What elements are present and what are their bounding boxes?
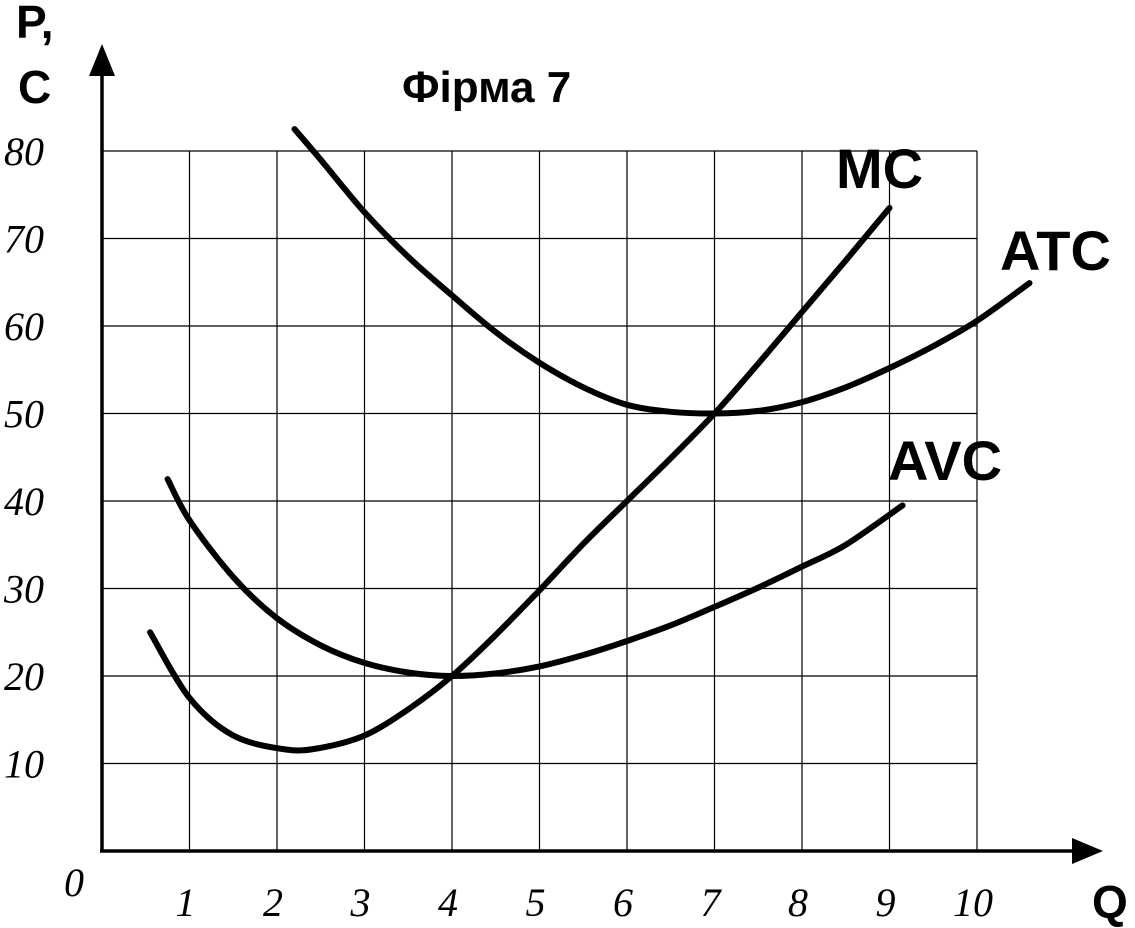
x-tick-label: 8 [788,880,808,925]
x-axis-arrow [1072,838,1103,864]
y-tick-label: 40 [4,479,44,524]
series-label-avc: AVC [888,429,1002,492]
y-tick-label: 60 [4,304,44,349]
origin-label: 0 [64,860,84,905]
y-tick-label: 80 [4,129,44,174]
x-tick-label: 2 [263,880,283,925]
y-axis-label-line1: P, [16,0,54,48]
y-axis-arrow [89,44,115,76]
chart-title: Фірма 7 [402,63,571,112]
y-tick-label: 30 [3,567,44,612]
series-line-atc [291,126,1033,417]
series-line-avc [164,476,906,680]
x-tick-label: 5 [526,880,546,925]
y-axis-label-line2: C [18,61,51,113]
x-tick-label: 9 [876,880,896,925]
series-label-mc: MC [836,137,923,200]
series-line-mc [147,204,893,754]
x-tick-label: 6 [613,880,633,925]
x-tick-label: 3 [350,880,371,925]
y-tick-label: 20 [4,654,44,699]
series-label-atc: ATC [1000,219,1111,282]
x-tick-label: 1 [176,880,196,925]
x-tick-label: 4 [438,880,458,925]
x-tick-label: 7 [701,880,723,925]
y-tick-label: 10 [4,742,44,787]
x-axis-label: Q [1092,876,1128,928]
x-tick-label: 10 [953,880,993,925]
y-tick-label: 50 [4,392,44,437]
y-tick-label: 70 [4,217,44,262]
